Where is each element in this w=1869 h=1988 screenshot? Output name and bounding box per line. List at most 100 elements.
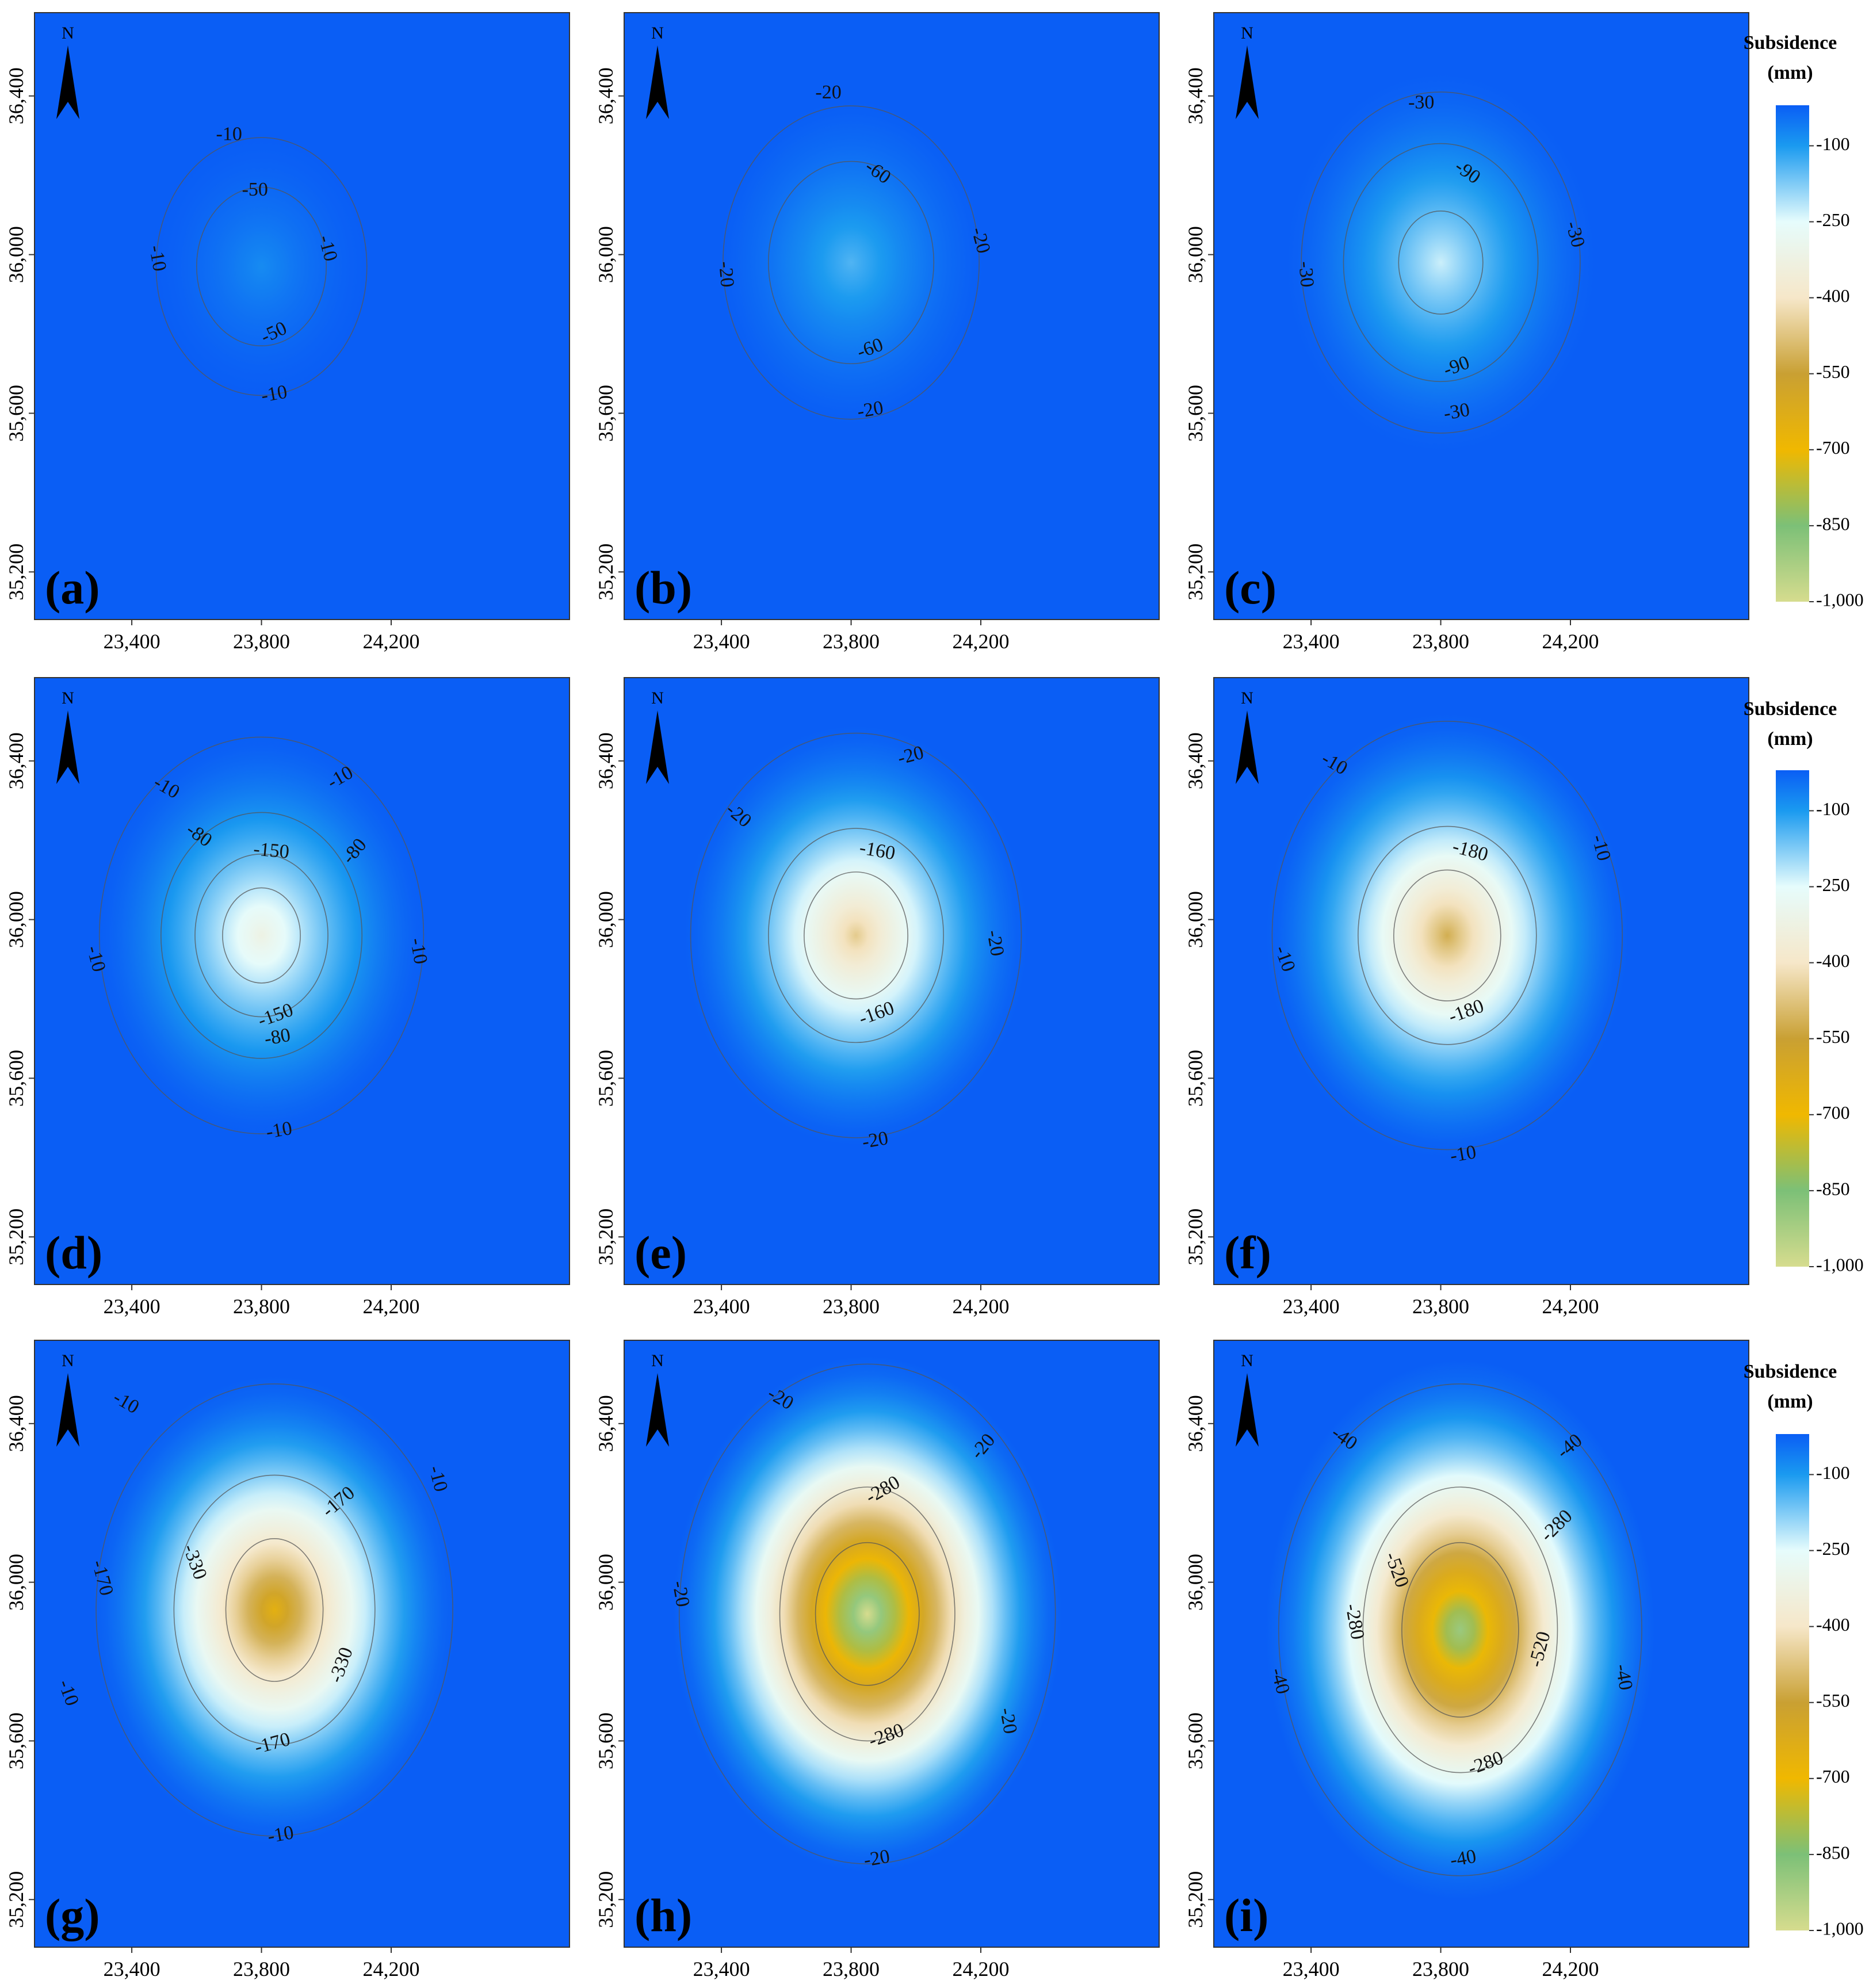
- contour-line: [1362, 1486, 1558, 1773]
- colorbar-ramp: [1776, 105, 1809, 602]
- panel-b: -20-20-20-20-60-60N(b)23,400 23,800 24,200…: [594, 12, 1160, 653]
- y-tick-label: 36,000: [1184, 891, 1207, 948]
- x-tick-label: 24,200: [953, 630, 1010, 653]
- contour-line: [222, 887, 301, 984]
- x-tick-label: 24,200: [363, 1958, 420, 1981]
- panel-frame: [34, 1340, 570, 1948]
- y-tick-label: 36,000: [5, 1554, 28, 1611]
- contour-line: [196, 186, 327, 347]
- y-tick-label: 36,000: [594, 1554, 617, 1611]
- y-tick-label: 35,200: [1184, 1209, 1207, 1266]
- y-tick-label: 35,200: [594, 1871, 617, 1928]
- colorbar: Subsidence (mm) -100 -250 -400 -550 -700 -850 -1…: [1744, 32, 1864, 610]
- contour-line: [779, 1486, 955, 1742]
- north-arrow-icon: [1236, 1373, 1259, 1447]
- contour-line: [723, 105, 980, 420]
- contour-line: [1393, 869, 1501, 1001]
- contour-label: -20: [862, 1845, 892, 1871]
- contour-label: -30: [1442, 399, 1471, 425]
- x-tick-label: 23,400: [1283, 1958, 1340, 1981]
- colorbar: Subsidence (mm) -100 -250 -400 -550 -700 -850 -1…: [1744, 698, 1864, 1275]
- subsidence-field: [156, 137, 367, 396]
- y-tick-label: 35,200: [5, 544, 28, 601]
- contour-line: [679, 1363, 1056, 1864]
- contour-label: -20: [996, 1706, 1021, 1735]
- colorbar-layer: Subsidence (mm) -100 -250 -400 -550 -700 -850 -1…: [1744, 32, 1864, 1939]
- x-tick-label: 23,400: [693, 1295, 750, 1318]
- north-arrow-icon: [56, 45, 79, 119]
- north-arrow-icon: [1236, 710, 1259, 784]
- y-tick-label: 36,400: [5, 67, 28, 124]
- x-tick-label: 23,400: [1283, 1295, 1340, 1318]
- y-tick-label: 36,000: [1184, 1554, 1207, 1611]
- contour-label: -20: [861, 1127, 890, 1153]
- contour-label: -20: [714, 261, 738, 288]
- panel-label: (e): [635, 1226, 687, 1279]
- x-tick-label: 24,200: [1542, 630, 1599, 653]
- y-tick-label: 36,400: [1184, 67, 1207, 124]
- colorbar-tick-label: -550: [1816, 1026, 1850, 1047]
- contour-line: [1278, 1383, 1642, 1876]
- colorbar-tick-label: -100: [1816, 1462, 1850, 1483]
- x-tick-label: 23,800: [823, 1295, 880, 1318]
- panel-plot-area: -10-10-10-10-170-170-170-330-330: [35, 1340, 570, 1947]
- y-tick-label: 36,400: [594, 732, 617, 789]
- north-label: N: [62, 24, 74, 43]
- panel-plot-area: -20-20-20-20-160-160: [624, 678, 1159, 1284]
- north-label: N: [651, 24, 664, 43]
- contour-label: -40: [1611, 1662, 1637, 1692]
- x-tick-label: 23,400: [1283, 630, 1340, 653]
- x-tick-label: 24,200: [953, 1295, 1010, 1318]
- contour-line: [1401, 1542, 1519, 1718]
- contour-line: [815, 1542, 920, 1686]
- contour-label: -40: [1448, 1845, 1478, 1871]
- colorbar-unit: (mm): [1767, 1391, 1813, 1412]
- y-tick-label: 36,400: [594, 1395, 617, 1452]
- colorbar-unit: (mm): [1767, 728, 1813, 750]
- panel-label: (b): [635, 561, 692, 614]
- x-tick-label: 24,200: [363, 1295, 420, 1318]
- colorbar-tick-label: -700: [1816, 1766, 1850, 1787]
- colorbar-tick-label: -400: [1816, 285, 1850, 306]
- north-label: N: [62, 1351, 74, 1370]
- x-tick-label: 23,800: [1412, 630, 1469, 653]
- y-tick-label: 35,600: [5, 1050, 28, 1107]
- north-arrow-icon: [646, 1373, 669, 1447]
- colorbar-title: Subsidence: [1744, 698, 1837, 720]
- x-tick-label: 24,200: [1542, 1295, 1599, 1318]
- contour-label: -50: [242, 179, 268, 200]
- y-tick-label: 35,600: [594, 1712, 617, 1769]
- x-tick-label: 23,400: [693, 630, 750, 653]
- north-label: N: [651, 1351, 664, 1370]
- colorbar-tick-label: -400: [1816, 950, 1850, 971]
- colorbar-tick-label: -250: [1816, 874, 1850, 895]
- panel-label: (d): [45, 1226, 102, 1279]
- y-tick-label: 36,000: [5, 891, 28, 948]
- subsidence-field: [1285, 72, 1597, 453]
- contour-line: [1343, 143, 1539, 383]
- contour-label: -10: [145, 244, 170, 273]
- contour-label: -10: [266, 1822, 295, 1847]
- x-tick-label: 23,800: [823, 630, 880, 653]
- contour-line: [160, 812, 363, 1059]
- x-tick-label: 23,800: [233, 630, 290, 653]
- y-tick-label: 36,000: [594, 891, 617, 948]
- contour-line: [1358, 825, 1537, 1045]
- panel-plot-area: -10-10-10-10-50-50: [35, 13, 570, 620]
- panel-plot-area: -10 -10-10-10-10-80 -80-80-150-150: [35, 678, 570, 1284]
- north-arrow-icon: [56, 1373, 79, 1447]
- contour-line: [804, 871, 908, 1000]
- y-tick-label: 35,600: [5, 385, 28, 442]
- subsidence-field: [93, 1376, 456, 1844]
- colorbar-tick-label: -1,000: [1816, 1918, 1864, 1939]
- y-tick-label: 36,400: [594, 67, 617, 124]
- y-tick-label: 35,200: [1184, 1871, 1207, 1928]
- x-tick-label: 23,800: [233, 1958, 290, 1981]
- x-tick-label: 23,800: [1412, 1958, 1469, 1981]
- colorbar-tick-label: -550: [1816, 361, 1850, 382]
- colorbar-tick-label: -850: [1816, 513, 1850, 534]
- colorbar-ramp: [1776, 770, 1809, 1267]
- panel-label: (c): [1224, 561, 1276, 614]
